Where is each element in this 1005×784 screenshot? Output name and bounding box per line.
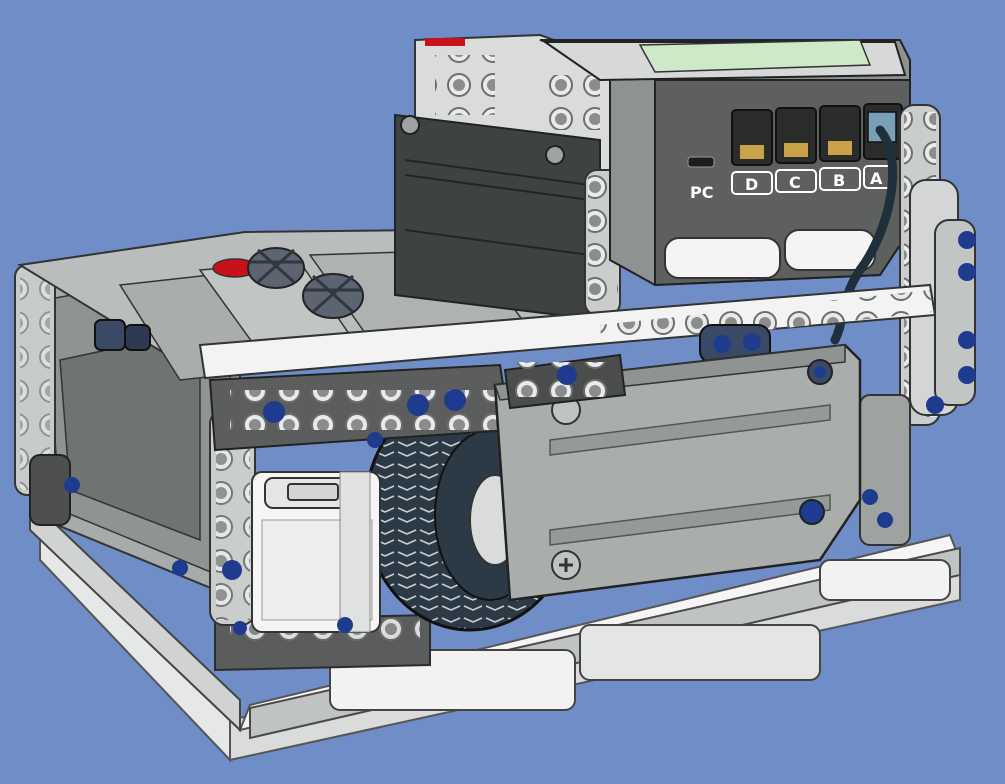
usb-pc-port (687, 156, 715, 168)
pc-port-label: PC (690, 183, 713, 202)
gear-knob-2 (302, 273, 364, 319)
port-label-c-box: C (775, 169, 817, 193)
ev3-brick: PC D C B A (394, 33, 911, 322)
touch-sensor (251, 471, 381, 633)
port-label-d-box: D (731, 171, 773, 195)
brick-screen (638, 39, 872, 73)
port-label-a: A (870, 169, 883, 188)
port-label-c: C (789, 173, 801, 192)
front-beam-left (208, 363, 512, 452)
port-label-b-box: B (819, 167, 861, 191)
right-beams (859, 104, 976, 546)
port-label-d: D (745, 175, 758, 194)
port-label-b: B (833, 171, 845, 190)
front-top-beam (503, 353, 627, 410)
long-white-beam (198, 283, 937, 380)
port-d (731, 109, 773, 166)
port-c (775, 107, 817, 164)
port-b (819, 105, 861, 162)
gear-knob-1 (247, 247, 305, 289)
pins (64, 432, 893, 635)
